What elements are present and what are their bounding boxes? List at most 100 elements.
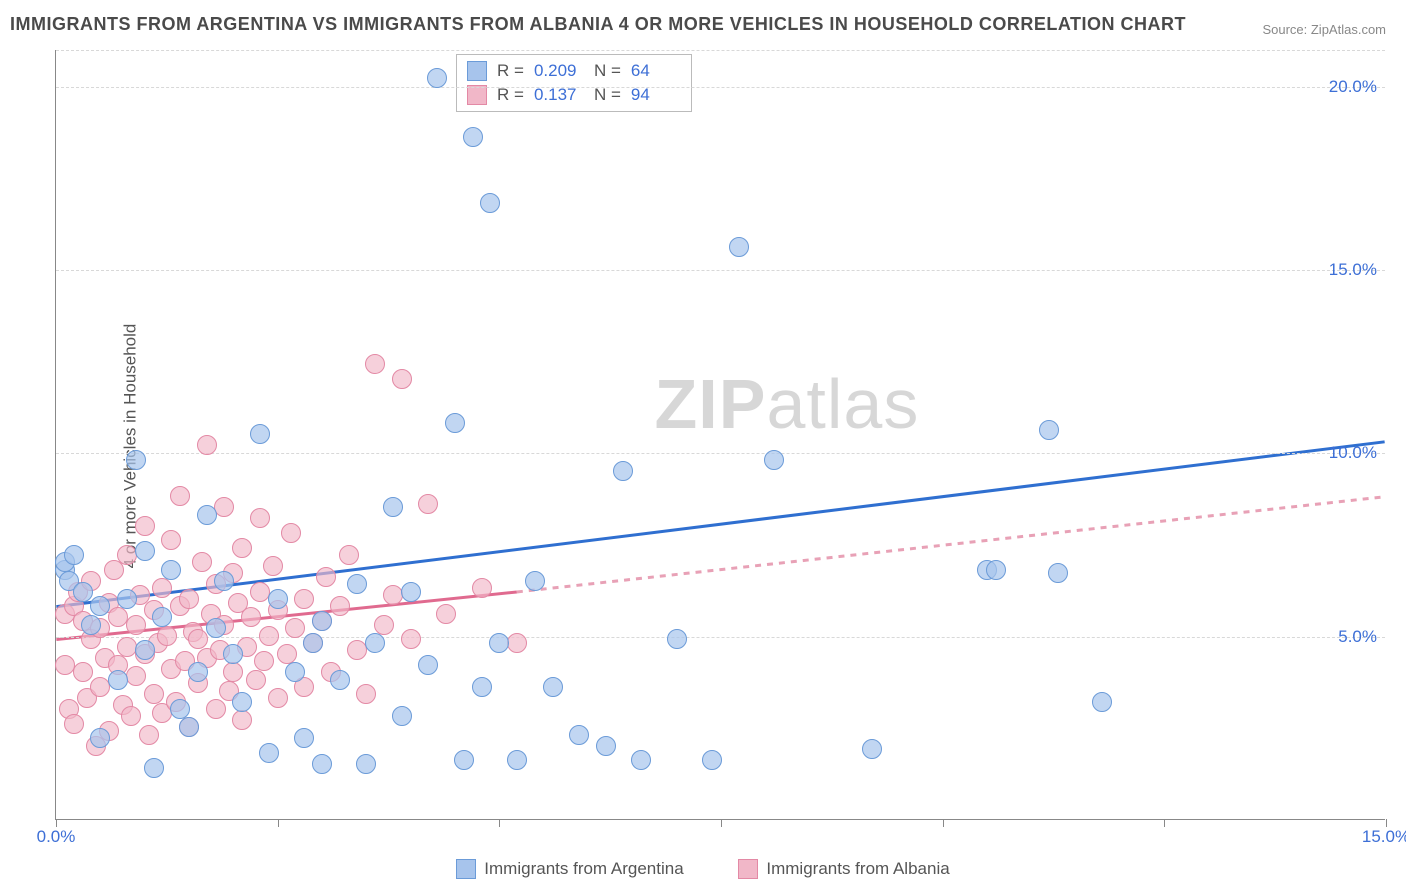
data-point	[347, 574, 367, 594]
data-point	[454, 750, 474, 770]
data-point	[489, 633, 509, 653]
data-point	[285, 618, 305, 638]
data-point	[986, 560, 1006, 580]
y-tick-label: 15.0%	[1329, 260, 1377, 280]
r-label: R =	[497, 61, 524, 81]
data-point	[543, 677, 563, 697]
x-tick	[499, 819, 500, 827]
data-point	[250, 424, 270, 444]
y-tick-label: 5.0%	[1338, 627, 1377, 647]
plot-area: ZIPatlas R = 0.209 N = 64 R = 0.137 N = …	[55, 50, 1385, 820]
data-point	[232, 692, 252, 712]
data-point	[188, 629, 208, 649]
data-point	[232, 710, 252, 730]
data-point	[126, 666, 146, 686]
data-point	[214, 497, 234, 517]
data-point	[73, 662, 93, 682]
data-point	[862, 739, 882, 759]
data-point	[445, 413, 465, 433]
data-point	[90, 728, 110, 748]
gridline	[56, 453, 1385, 454]
data-point	[507, 633, 527, 653]
data-point	[1039, 420, 1059, 440]
data-point	[64, 545, 84, 565]
data-point	[161, 560, 181, 580]
gridline	[56, 87, 1385, 88]
data-point	[702, 750, 722, 770]
data-point	[401, 582, 421, 602]
data-point	[339, 545, 359, 565]
data-point	[285, 662, 305, 682]
data-point	[170, 486, 190, 506]
n-label: N =	[594, 61, 621, 81]
bottom-legend: Immigrants from Argentina Immigrants fro…	[0, 859, 1406, 884]
data-point	[135, 541, 155, 561]
swatch-argentina	[467, 61, 487, 81]
data-point	[64, 714, 84, 734]
x-tick	[1386, 819, 1387, 827]
data-point	[418, 494, 438, 514]
data-point	[418, 655, 438, 675]
data-point	[241, 607, 261, 627]
data-point	[463, 127, 483, 147]
data-point	[206, 699, 226, 719]
x-tick	[1164, 819, 1165, 827]
data-point	[268, 688, 288, 708]
data-point	[356, 684, 376, 704]
data-point	[144, 684, 164, 704]
data-point	[223, 662, 243, 682]
gridline	[56, 637, 1385, 638]
data-point	[246, 670, 266, 690]
data-point	[197, 505, 217, 525]
x-tick	[278, 819, 279, 827]
data-point	[117, 589, 137, 609]
data-point	[152, 578, 172, 598]
y-tick-label: 10.0%	[1329, 443, 1377, 463]
data-point	[667, 629, 687, 649]
r-value-albania: 0.137	[534, 85, 584, 105]
data-point	[729, 237, 749, 257]
data-point	[427, 68, 447, 88]
data-point	[259, 626, 279, 646]
data-point	[214, 571, 234, 591]
x-tick	[943, 819, 944, 827]
legend-label-argentina: Immigrants from Argentina	[484, 859, 683, 879]
swatch-albania	[467, 85, 487, 105]
legend-item-argentina: Immigrants from Argentina	[456, 859, 683, 879]
n-value-argentina: 64	[631, 61, 681, 81]
data-point	[197, 435, 217, 455]
swatch-albania	[738, 859, 758, 879]
data-point	[126, 615, 146, 635]
data-point	[281, 523, 301, 543]
data-point	[312, 754, 332, 774]
data-point	[356, 754, 376, 774]
data-point	[232, 538, 252, 558]
data-point	[179, 589, 199, 609]
data-point	[472, 578, 492, 598]
data-point	[135, 516, 155, 536]
data-point	[303, 633, 323, 653]
y-tick-label: 20.0%	[1329, 77, 1377, 97]
gridline	[56, 270, 1385, 271]
data-point	[764, 450, 784, 470]
data-point	[392, 706, 412, 726]
data-point	[254, 651, 274, 671]
data-point	[263, 556, 283, 576]
watermark: ZIPatlas	[655, 364, 920, 444]
stats-legend-box: R = 0.209 N = 64 R = 0.137 N = 94	[456, 54, 692, 112]
data-point	[152, 607, 172, 627]
n-label: N =	[594, 85, 621, 105]
data-point	[135, 640, 155, 660]
data-point	[259, 743, 279, 763]
data-point	[144, 758, 164, 778]
data-point	[206, 618, 226, 638]
data-point	[596, 736, 616, 756]
data-point	[277, 644, 297, 664]
data-point	[631, 750, 651, 770]
gridline	[56, 50, 1385, 51]
x-tick	[721, 819, 722, 827]
data-point	[374, 615, 394, 635]
data-point	[365, 354, 385, 374]
data-point	[392, 369, 412, 389]
data-point	[401, 629, 421, 649]
